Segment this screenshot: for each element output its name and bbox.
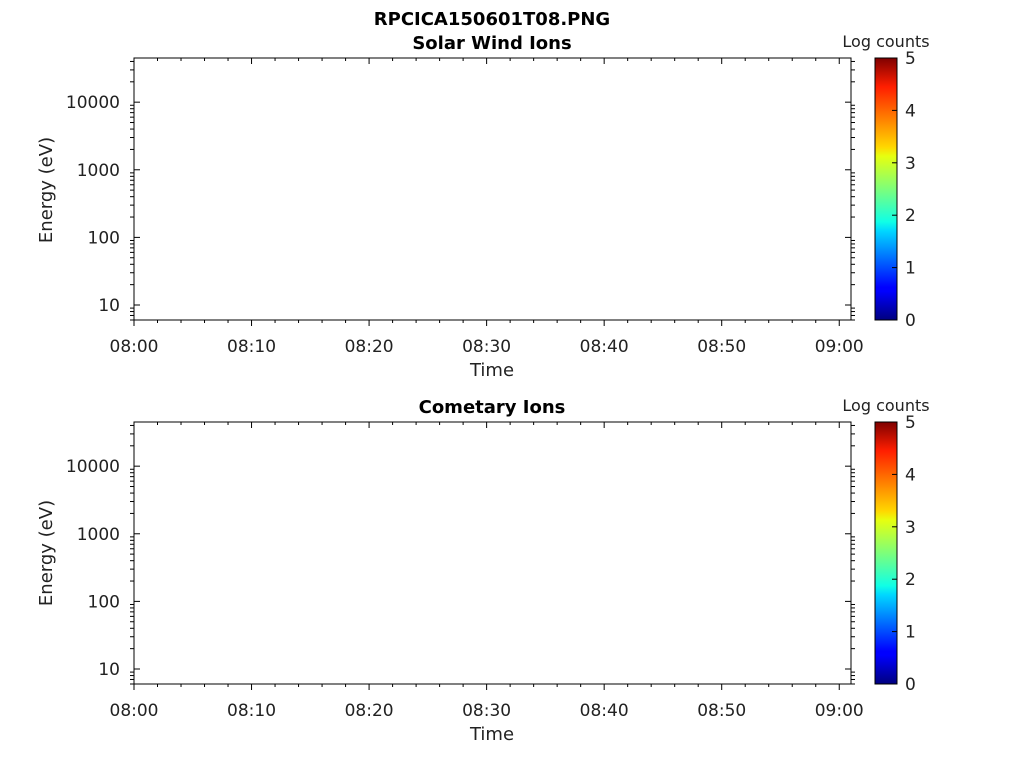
- x-tick-label: 08:40: [580, 337, 629, 357]
- colorbar-tick-label: 5: [905, 49, 916, 69]
- plot-frame: [133, 57, 852, 321]
- x-tick-label: 08:50: [697, 337, 746, 357]
- figure-title: RPCICA150601T08.PNG: [374, 9, 610, 30]
- panel-title: Solar Wind Ions: [412, 33, 571, 54]
- y-tick-label: 10: [98, 296, 120, 316]
- x-tick-label: 08:30: [462, 337, 511, 357]
- x-tick-label: 08:20: [345, 337, 394, 357]
- panel-title: Cometary Ions: [419, 397, 566, 418]
- colorbar-tick-label: 3: [905, 154, 916, 174]
- y-tick-label: 100: [88, 228, 120, 248]
- x-axis-label: Time: [469, 360, 514, 381]
- x-tick-label: 08:10: [227, 337, 276, 357]
- x-tick-label: 08:00: [110, 337, 159, 357]
- x-tick-label: 09:00: [815, 337, 864, 357]
- y-tick-label: 10000: [66, 93, 120, 113]
- colorbar-label: Log counts: [842, 32, 929, 51]
- colorbar-tick-label: 2: [905, 206, 916, 226]
- y-tick-label: 1000: [77, 161, 120, 181]
- colorbar-tick-label: 0: [905, 311, 916, 331]
- colorbar: [874, 57, 898, 321]
- colorbar-tick-label: 4: [905, 101, 916, 121]
- y-axis-label: Energy (eV): [36, 137, 57, 243]
- colorbar-tick-label: 1: [905, 259, 916, 279]
